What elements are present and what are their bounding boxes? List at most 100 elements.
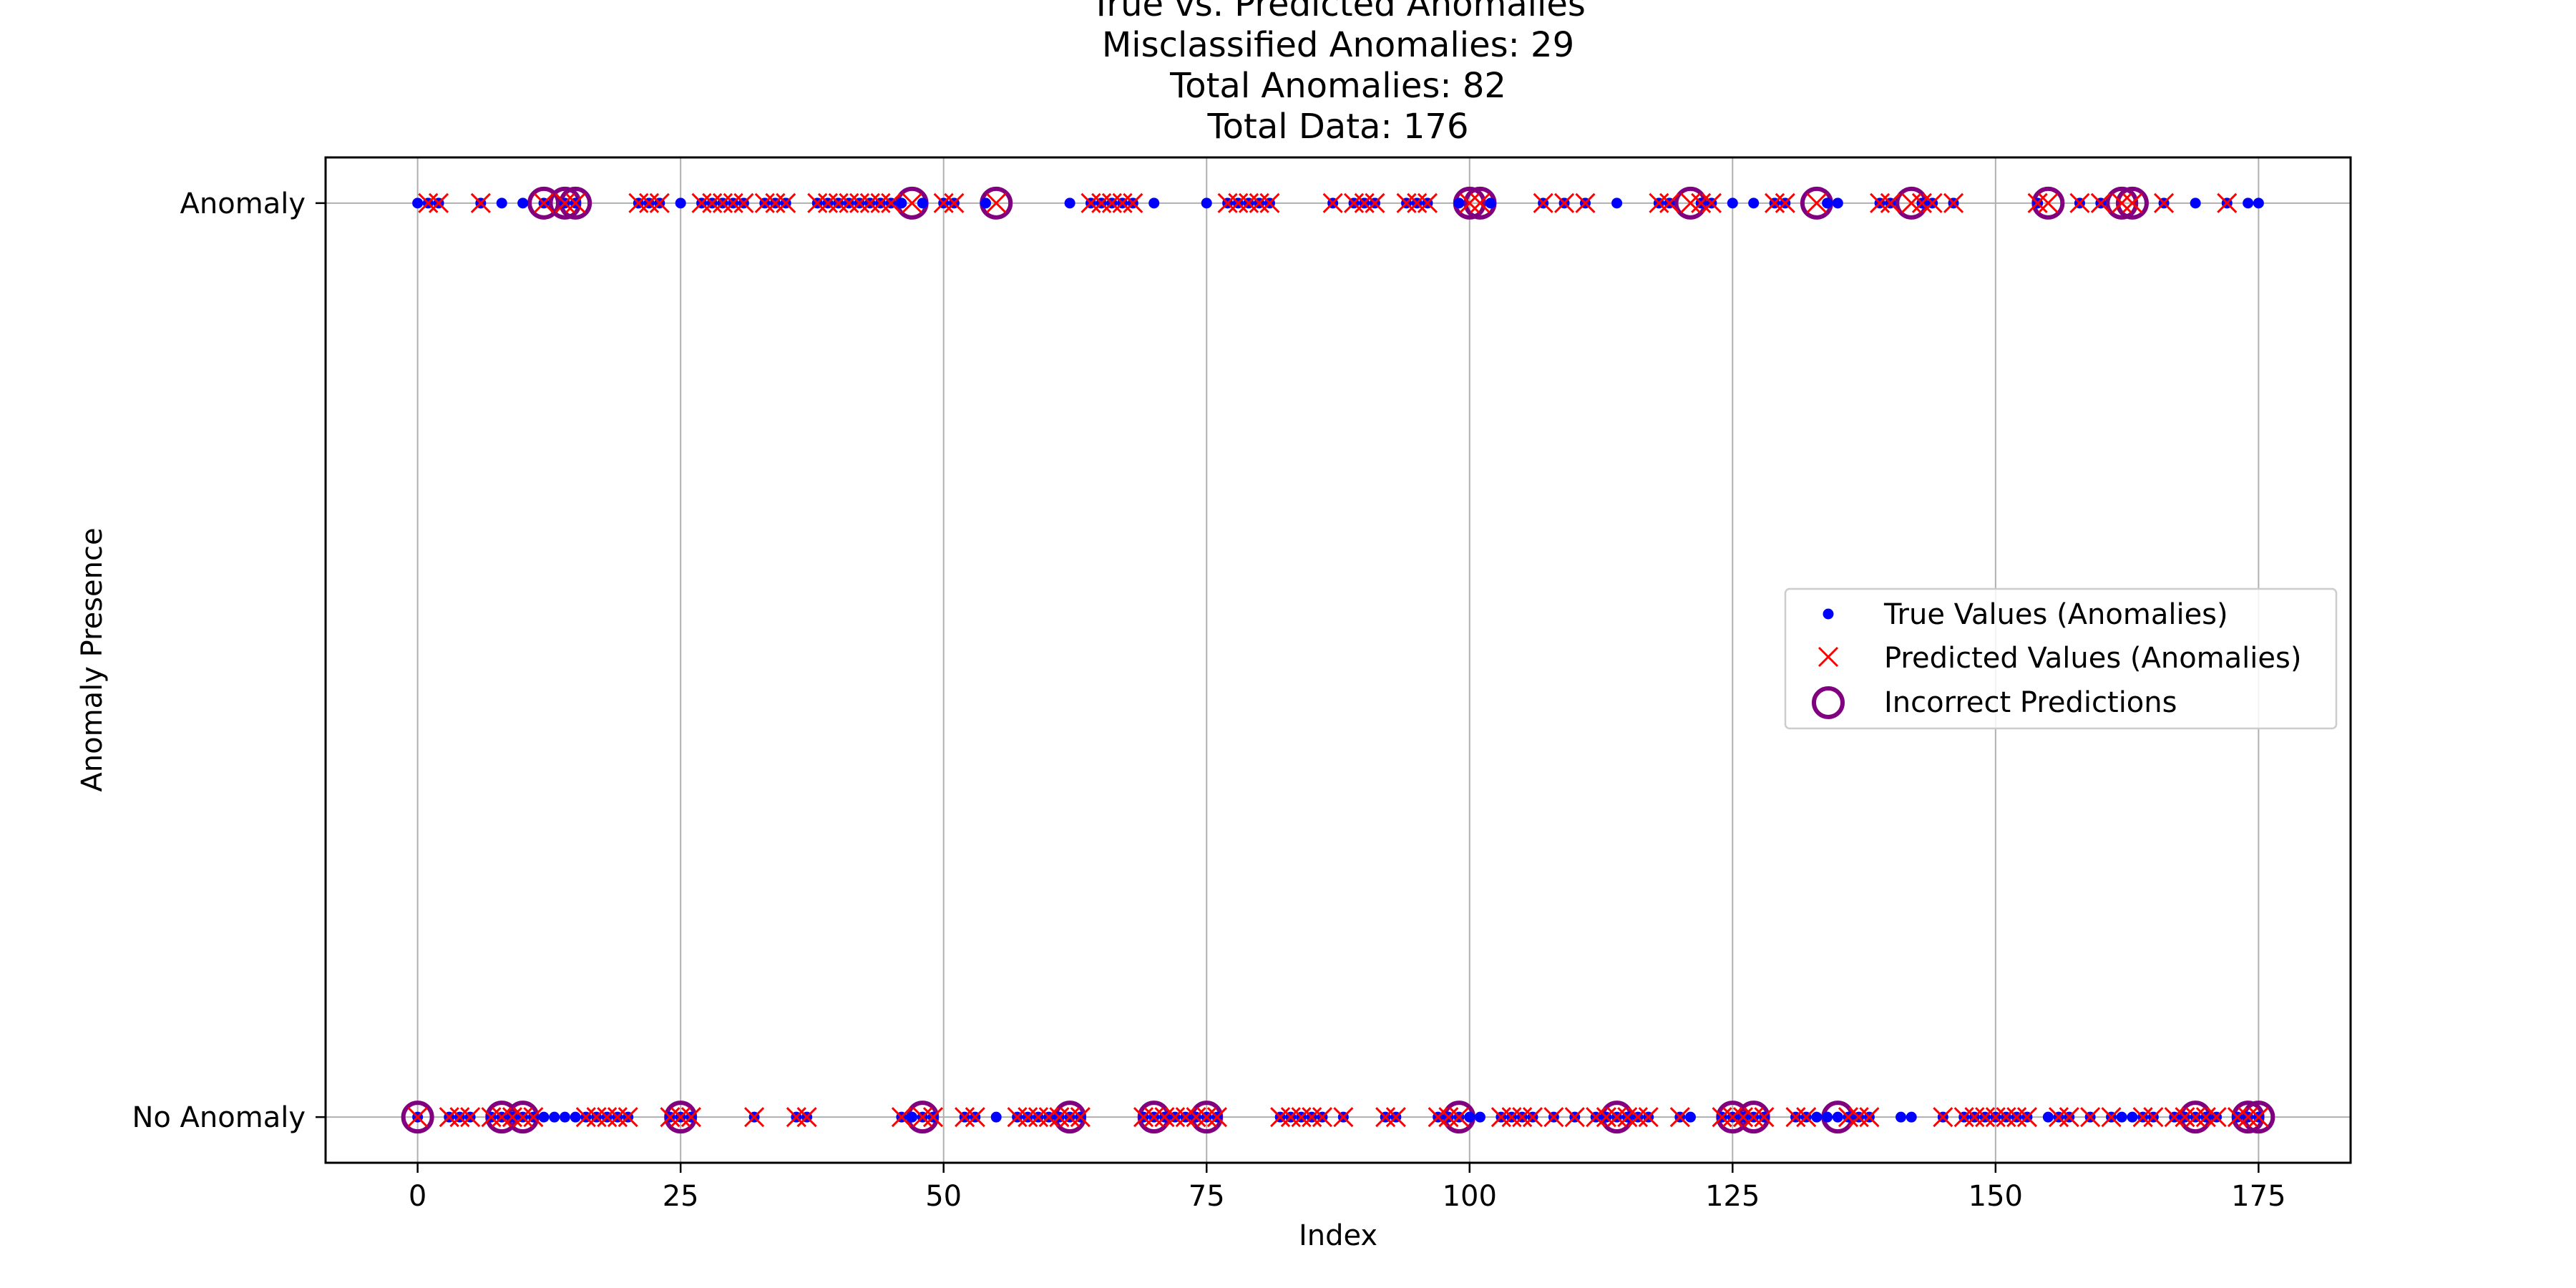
predicted-value-marker (2238, 1107, 2258, 1128)
predicted-value-marker (2027, 192, 2048, 213)
true-value-point (1485, 197, 1496, 209)
predicted-value-marker (1712, 1107, 1732, 1128)
predicted-value-marker (1649, 192, 1669, 213)
y-tick-label: Anomaly (180, 187, 306, 220)
predicted-value-marker (1028, 1107, 1049, 1128)
true-value-point (1201, 197, 1212, 209)
predicted-value-marker (1302, 1107, 1322, 1128)
predicted-value-marker (680, 1107, 701, 1128)
predicted-value-marker (586, 1107, 607, 1128)
predicted-value-marker (1796, 1107, 1817, 1128)
predicted-value-marker (933, 192, 954, 213)
predicted-value-marker (1365, 192, 1385, 213)
predicted-value-marker (870, 192, 891, 213)
x-tick-label: 50 (925, 1180, 962, 1213)
predicted-value-marker (1238, 192, 1259, 213)
incorrect-prediction-marker (401, 1101, 434, 1134)
predicted-value-marker (902, 192, 922, 213)
predicted-value-marker (1291, 1107, 1312, 1128)
predicted-value-marker (955, 1107, 975, 1128)
predicted-value-marker (1870, 192, 1890, 213)
predicted-value-marker (1606, 1107, 1627, 1128)
predicted-value-marker (712, 192, 733, 213)
predicted-value-marker (555, 192, 575, 213)
predicted-value-marker (2206, 1107, 2227, 1128)
predicted-value-marker (1112, 192, 1133, 213)
predicted-value-marker (1322, 192, 1343, 213)
predicted-value-marker (1691, 192, 1712, 213)
predicted-value-marker (986, 192, 1007, 213)
predicted-value-marker (786, 1107, 806, 1128)
predicted-value-marker (744, 1107, 765, 1128)
true-value-point (1611, 197, 1623, 209)
x-tick-label: 75 (1189, 1180, 1225, 1213)
true-value-point (1832, 197, 1843, 209)
predicted-value-marker (839, 192, 859, 213)
predicted-value-marker (807, 192, 828, 213)
predicted-value-marker (1449, 1107, 1470, 1128)
predicted-value-marker (1491, 1107, 1511, 1128)
true-value-point (2243, 197, 2254, 209)
predicted-value-marker (512, 1107, 533, 1128)
predicted-value-marker (1018, 1107, 1038, 1128)
incorrect-prediction-marker (527, 186, 561, 220)
predicted-value-marker (859, 192, 880, 213)
predicted-value-marker (649, 192, 670, 213)
predicted-value-marker (1933, 1107, 1953, 1128)
true-value-point (1064, 197, 1075, 209)
predicted-value-marker (1880, 192, 1901, 213)
predicted-value-marker (733, 192, 754, 213)
predicted-value-marker (1680, 192, 1701, 213)
y-tick-label: No Anomaly (132, 1101, 306, 1134)
predicted-value-marker (1659, 192, 1680, 213)
predicted-value-marker (1333, 1107, 1354, 1128)
predicted-value-marker (1259, 192, 1280, 213)
predicted-value-marker (2195, 1107, 2216, 1128)
predicted-value-marker (2175, 1107, 2195, 1128)
predicted-value-marker (1123, 192, 1143, 213)
predicted-value-marker (418, 192, 439, 213)
predicted-value-marker (1543, 1107, 1564, 1128)
true-value-point (2127, 1111, 2138, 1123)
predicted-value-marker (1985, 1107, 2006, 1128)
predicted-value-marker (2090, 192, 2111, 213)
true-value-point (675, 197, 686, 209)
legend-label-predicted: Predicted Values (Anomalies) (1884, 642, 2301, 675)
predicted-value-marker (1943, 192, 1964, 213)
legend-true-marker (1823, 608, 1834, 620)
predicted-value-marker (439, 1107, 459, 1128)
y-axis: No Anomaly Anomaly (132, 187, 326, 1134)
predicted-value-marker (965, 1107, 985, 1128)
true-value-point (538, 1111, 550, 1123)
title-line-2: Misclassified Anomalies: 29 (1102, 25, 1574, 65)
predicted-value-marker (796, 1107, 817, 1128)
predicted-value-marker (2059, 1107, 2079, 1128)
predicted-value-marker (1417, 192, 1438, 213)
predicted-value-marker (922, 1107, 944, 1128)
predicted-value-marker (1669, 1107, 1690, 1128)
true-value-point (990, 1111, 1002, 1123)
predicted-value-marker (1091, 192, 1112, 213)
predicted-value-marker (881, 192, 902, 213)
predicted-value-marker (1143, 1107, 1164, 1128)
predicted-value-marker (1101, 192, 1122, 213)
x-tick-label: 0 (409, 1180, 426, 1213)
predicted-value-marker (607, 1107, 628, 1128)
predicted-value-marker (1638, 1107, 1659, 1128)
predicted-value-marker (1217, 192, 1238, 213)
legend-label-incorrect: Incorrect Predictions (1884, 686, 2177, 719)
plot-area (401, 186, 2275, 1134)
predicted-value-marker (1007, 1107, 1028, 1128)
true-value-point (1748, 197, 1760, 209)
predicted-value-marker (1901, 192, 1922, 213)
title-line-1: True vs. Predicted Anomalies (1090, 0, 1586, 24)
chart-title: True vs. Predicted Anomalies Misclassifi… (1090, 0, 1586, 147)
predicted-value-marker (1060, 1107, 1080, 1128)
true-value-point (2116, 1111, 2127, 1123)
predicted-value-marker (1249, 192, 1269, 213)
predicted-value-marker (912, 1107, 933, 1128)
predicted-value-marker (1354, 192, 1375, 213)
predicted-value-marker (1049, 1107, 1070, 1128)
predicted-value-marker (1080, 192, 1101, 213)
true-value-point (1811, 1111, 1823, 1123)
